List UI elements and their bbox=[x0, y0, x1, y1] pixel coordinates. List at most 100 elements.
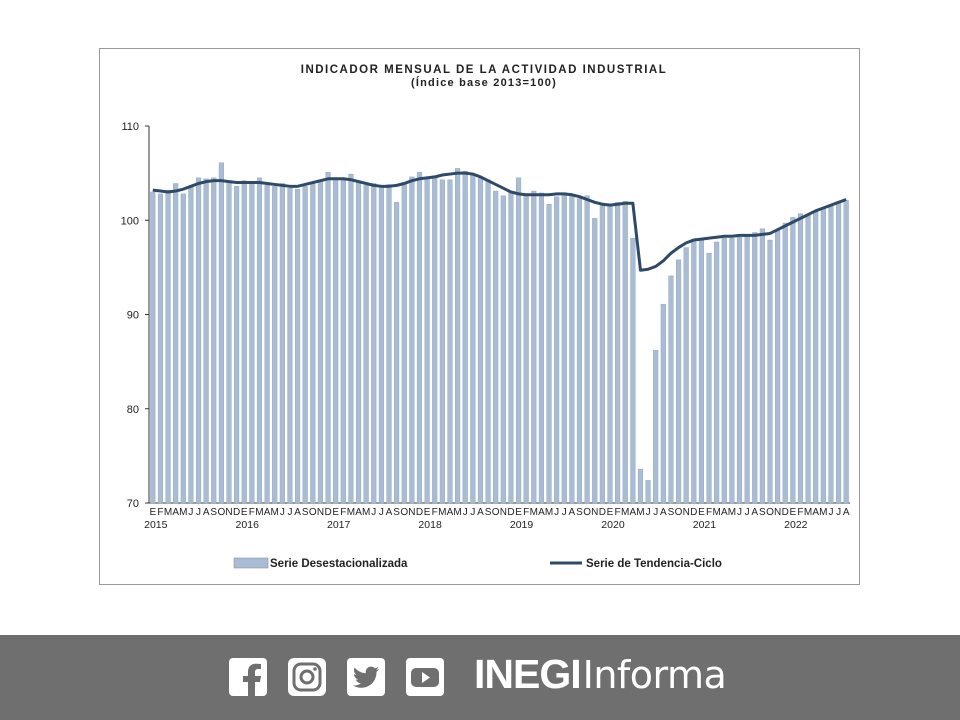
x-month-label: M bbox=[804, 507, 812, 518]
y-tick-label: 90 bbox=[127, 310, 139, 322]
x-month-label: A bbox=[721, 507, 728, 518]
x-month-label: M bbox=[530, 507, 538, 518]
chart: INDICADOR MENSUAL DE LA ACTIVIDAD INDUST… bbox=[121, 64, 850, 570]
bar bbox=[203, 178, 209, 504]
x-month-label: M bbox=[621, 507, 629, 518]
x-month-label: F bbox=[523, 507, 529, 518]
x-month-label: N bbox=[774, 507, 781, 518]
bar bbox=[462, 171, 468, 504]
x-year-label: 2019 bbox=[510, 519, 534, 531]
bar bbox=[279, 183, 285, 504]
x-month-label: M bbox=[453, 507, 461, 518]
x-month-label: M bbox=[712, 507, 720, 518]
x-month-label: D bbox=[599, 507, 606, 518]
bar bbox=[432, 175, 438, 504]
x-month-label: A bbox=[843, 507, 850, 518]
legend: Serie Desestacionalizada Serie de Tenden… bbox=[233, 557, 722, 570]
bar bbox=[249, 181, 255, 504]
bar bbox=[607, 204, 613, 504]
bar bbox=[485, 179, 491, 504]
bar bbox=[195, 177, 202, 504]
x-month-label: J bbox=[737, 507, 742, 518]
x-month-label: S bbox=[576, 507, 583, 518]
x-month-label: M bbox=[819, 507, 827, 518]
bar bbox=[805, 214, 811, 504]
bar bbox=[736, 237, 743, 504]
bar bbox=[561, 192, 567, 504]
bar bbox=[401, 182, 407, 504]
bar bbox=[241, 180, 247, 504]
x-month-label: S bbox=[302, 507, 309, 518]
bar bbox=[630, 237, 636, 504]
x-month-label: J bbox=[470, 507, 475, 518]
facebook-icon[interactable] bbox=[228, 657, 268, 697]
bar bbox=[211, 177, 217, 504]
chart-subtitle: (Índice base 2013=100) bbox=[411, 76, 557, 89]
bar bbox=[355, 181, 362, 504]
bar bbox=[439, 179, 445, 504]
x-month-label: D bbox=[690, 507, 697, 518]
bar bbox=[759, 228, 765, 504]
x-month-label: N bbox=[683, 507, 690, 518]
bar bbox=[226, 181, 232, 504]
instagram-icon[interactable] bbox=[287, 657, 327, 697]
bar bbox=[691, 238, 697, 504]
x-month-label: E bbox=[149, 507, 156, 518]
x-year-label: 2021 bbox=[693, 519, 717, 531]
x-month-label: A bbox=[751, 507, 758, 518]
bar bbox=[378, 187, 384, 504]
x-month-label: M bbox=[636, 507, 644, 518]
bar bbox=[264, 185, 270, 504]
brand-informa: Informa bbox=[582, 652, 727, 697]
x-year-label: 2020 bbox=[601, 519, 625, 531]
bar bbox=[645, 480, 651, 504]
bar bbox=[676, 259, 682, 504]
bar bbox=[256, 177, 263, 504]
trend-line-series bbox=[152, 171, 847, 272]
x-month-label: S bbox=[485, 507, 492, 518]
bar bbox=[447, 179, 453, 504]
chart-title: INDICADOR MENSUAL DE LA ACTIVIDAD INDUST… bbox=[301, 64, 668, 76]
bar bbox=[371, 183, 377, 504]
x-month-label: J bbox=[463, 507, 468, 518]
x-month-label: S bbox=[668, 507, 675, 518]
x-month-label: E bbox=[607, 507, 614, 518]
bar bbox=[218, 162, 224, 504]
bar bbox=[637, 468, 644, 504]
bar bbox=[554, 196, 560, 504]
x-month-label: M bbox=[271, 507, 279, 518]
x-month-label: M bbox=[179, 507, 187, 518]
x-month-label: O bbox=[217, 507, 225, 518]
x-month-label: D bbox=[782, 507, 789, 518]
bar bbox=[500, 195, 506, 504]
bar bbox=[569, 195, 575, 504]
twitter-icon[interactable] bbox=[346, 657, 386, 697]
youtube-icon[interactable] bbox=[405, 657, 445, 697]
x-month-label: A bbox=[477, 507, 484, 518]
x-month-label: O bbox=[766, 507, 774, 518]
bar bbox=[325, 171, 331, 504]
x-month-label: A bbox=[386, 507, 393, 518]
trend-line bbox=[152, 171, 847, 272]
x-month-label: J bbox=[196, 507, 201, 518]
bar bbox=[302, 186, 308, 504]
bar bbox=[546, 204, 552, 504]
legend-swatch-bars bbox=[233, 557, 269, 569]
chart-frame: INDICADOR MENSUAL DE LA ACTIVIDAD INDUST… bbox=[99, 48, 860, 585]
x-month-label: F bbox=[706, 507, 712, 518]
bar bbox=[173, 183, 179, 504]
bar bbox=[615, 202, 621, 504]
bar bbox=[416, 171, 423, 504]
x-month-label: A bbox=[569, 507, 576, 518]
x-month-label: F bbox=[797, 507, 803, 518]
bar bbox=[752, 232, 758, 504]
x-month-label: F bbox=[432, 507, 438, 518]
y-tick-label: 80 bbox=[127, 404, 139, 416]
x-month-label: J bbox=[379, 507, 384, 518]
bar bbox=[295, 188, 301, 504]
x-month-label: O bbox=[309, 507, 317, 518]
bar bbox=[775, 230, 781, 504]
bar bbox=[493, 190, 499, 504]
x-month-label: E bbox=[241, 507, 248, 518]
footer-bar: INEGIInforma bbox=[0, 635, 960, 720]
